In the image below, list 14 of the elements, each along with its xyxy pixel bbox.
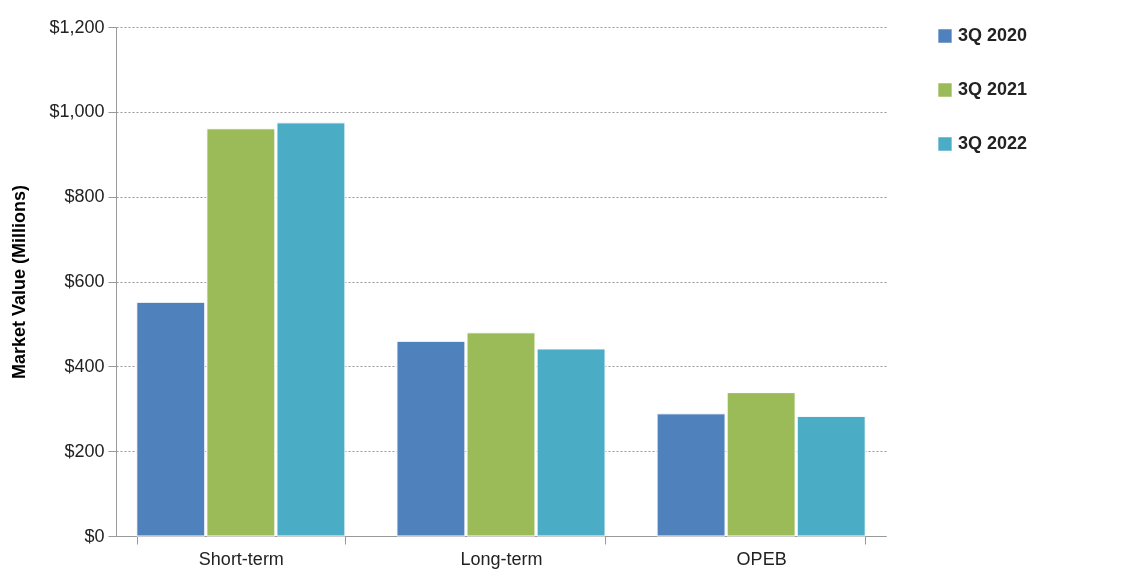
y-tick-label: $800 bbox=[64, 186, 105, 207]
y-tick-label: $200 bbox=[64, 440, 105, 461]
legend-label: 3Q 2022 bbox=[958, 133, 1028, 153]
y-tick-label: $400 bbox=[64, 355, 105, 376]
y-tick-label: $1,000 bbox=[49, 101, 105, 122]
y-tick-label: $1,200 bbox=[49, 16, 105, 37]
y-axis-title: Market Value (Millions) bbox=[9, 184, 30, 380]
y-tick-label: $600 bbox=[64, 271, 105, 291]
legend-label: 3Q 2021 bbox=[958, 79, 1028, 99]
legend-label: 3Q 2020 bbox=[958, 25, 1028, 45]
x-tick-label: OPEB bbox=[736, 548, 787, 569]
x-tick-label: Short-term bbox=[198, 548, 284, 569]
y-tick-label: $0 bbox=[84, 525, 105, 546]
x-tick-label: Long-term bbox=[460, 548, 543, 569]
